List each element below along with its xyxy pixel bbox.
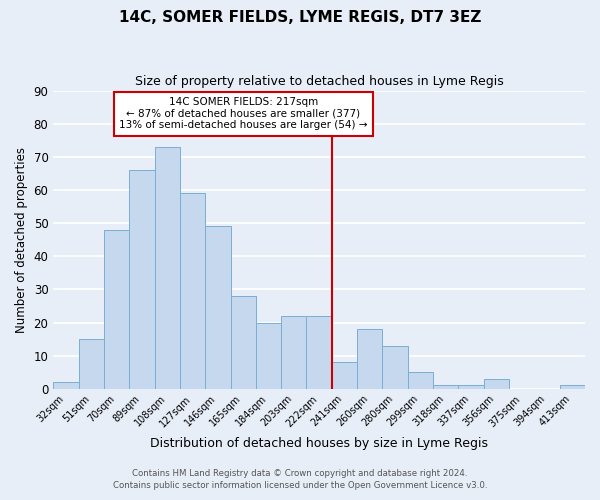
- Bar: [458, 386, 484, 389]
- Bar: [332, 362, 357, 389]
- Bar: [79, 339, 104, 389]
- Bar: [408, 372, 433, 389]
- Bar: [484, 379, 509, 389]
- Title: Size of property relative to detached houses in Lyme Regis: Size of property relative to detached ho…: [135, 75, 503, 88]
- Bar: [205, 226, 230, 389]
- Bar: [180, 194, 205, 389]
- Bar: [53, 382, 79, 389]
- Bar: [382, 346, 408, 389]
- Bar: [129, 170, 155, 389]
- Text: 14C, SOMER FIELDS, LYME REGIS, DT7 3EZ: 14C, SOMER FIELDS, LYME REGIS, DT7 3EZ: [119, 10, 481, 25]
- Bar: [357, 329, 382, 389]
- Bar: [104, 230, 129, 389]
- Bar: [307, 316, 332, 389]
- X-axis label: Distribution of detached houses by size in Lyme Regis: Distribution of detached houses by size …: [150, 437, 488, 450]
- Bar: [433, 386, 458, 389]
- Text: Contains HM Land Registry data © Crown copyright and database right 2024.
Contai: Contains HM Land Registry data © Crown c…: [113, 468, 487, 490]
- Text: 14C SOMER FIELDS: 217sqm
← 87% of detached houses are smaller (377)
13% of semi-: 14C SOMER FIELDS: 217sqm ← 87% of detach…: [119, 97, 367, 130]
- Bar: [230, 296, 256, 389]
- Bar: [281, 316, 307, 389]
- Bar: [256, 322, 281, 389]
- Bar: [155, 147, 180, 389]
- Y-axis label: Number of detached properties: Number of detached properties: [15, 146, 28, 332]
- Bar: [560, 386, 585, 389]
